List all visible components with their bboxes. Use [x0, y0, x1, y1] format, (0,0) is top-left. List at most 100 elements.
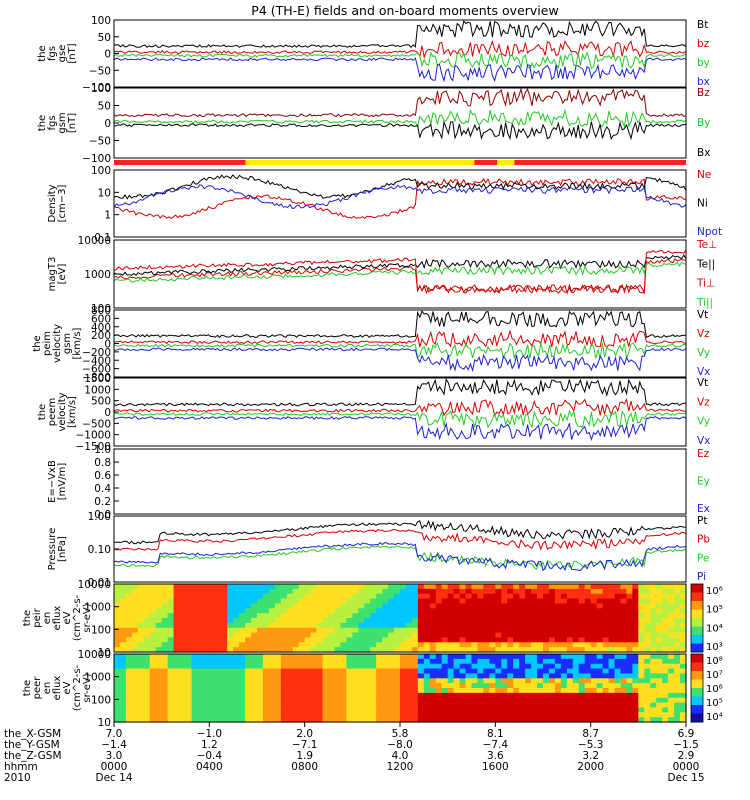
heatmap-cell	[328, 598, 336, 605]
heatmap-cell	[173, 697, 181, 704]
heatmap-cell	[257, 663, 264, 670]
heatmap-cell	[233, 678, 240, 684]
heatmap-cell	[590, 598, 598, 605]
x-tick-label: 8.1	[487, 728, 504, 740]
heatmap-cell	[447, 668, 455, 675]
heatmap-cell	[352, 654, 359, 660]
heatmap-cell	[215, 673, 222, 679]
heatmap-cell	[257, 593, 264, 600]
heatmap-cell	[334, 593, 342, 600]
heatmap-cell	[668, 627, 675, 634]
heatmap-cell	[119, 584, 127, 590]
heatmap-cell	[215, 647, 222, 653]
heatmap-cell	[286, 683, 294, 689]
heatmap-cell	[286, 658, 294, 665]
heatmap-cell	[632, 692, 639, 699]
heatmap-cell	[578, 717, 586, 723]
heatmap-cell	[179, 668, 187, 675]
heatmap-cell	[316, 637, 324, 643]
heatmap-cell	[322, 707, 330, 713]
heatmap-cell	[143, 608, 151, 614]
mode-bar-segment	[514, 160, 686, 165]
legend-entry: Vz	[697, 396, 710, 408]
heatmap-cell	[119, 618, 127, 624]
heatmap-cell	[531, 618, 538, 624]
heatmap-cell	[477, 584, 485, 590]
heatmap-cell	[513, 627, 520, 634]
heatmap-cell	[668, 613, 675, 619]
heatmap-cell	[405, 608, 413, 614]
heatmap-cell	[328, 663, 336, 670]
heatmap-cell	[137, 618, 145, 624]
heatmap-cell	[137, 712, 145, 718]
heatmap-cell	[268, 627, 276, 634]
heatmap-cell	[519, 603, 526, 609]
heatmap-cell	[471, 618, 479, 624]
series-Pb-line	[113, 528, 687, 551]
y-axis-label: [nT]	[67, 113, 78, 133]
heatmap-cell	[525, 683, 532, 689]
heatmap-cell	[149, 712, 157, 718]
heatmap-cell	[328, 593, 336, 600]
heatmap-cell	[417, 647, 425, 653]
heatmap-cell	[292, 673, 300, 679]
heatmap-cell	[519, 593, 526, 600]
heatmap-cell	[191, 613, 199, 619]
heatmap-cell	[203, 654, 210, 660]
y-axis-label: (cm^2-s-	[72, 664, 83, 711]
heatmap-cell	[548, 588, 556, 595]
heatmap-cell	[495, 627, 502, 634]
heatmap-cell	[119, 688, 127, 694]
heatmap-cell	[584, 712, 592, 718]
heatmap-cell	[227, 702, 234, 709]
heatmap-cell	[262, 618, 270, 624]
heatmap-cell	[596, 654, 604, 660]
heatmap-cell	[137, 697, 145, 704]
heatmap-cell	[477, 668, 485, 675]
heatmap-cell	[322, 613, 330, 619]
heatmap-cell	[257, 603, 264, 609]
heatmap-cell	[465, 622, 473, 629]
heatmap-cell	[447, 588, 455, 595]
heatmap-cell	[543, 712, 550, 718]
heatmap-cell	[674, 707, 681, 713]
heatmap-cell	[251, 637, 258, 643]
x-tick-label: 0800	[291, 761, 318, 773]
y-tick-label: 100	[91, 83, 111, 95]
heatmap-cell	[429, 717, 437, 723]
heatmap-cell	[233, 658, 240, 665]
heatmap-cell	[382, 603, 389, 609]
heatmap-cell	[388, 584, 395, 590]
heatmap-cell	[590, 668, 598, 675]
heatmap-cell	[370, 637, 377, 643]
legend-entry: Ni	[697, 198, 708, 210]
heatmap-cell	[554, 627, 562, 634]
heatmap-cell	[251, 622, 258, 629]
heatmap-cell	[161, 678, 169, 684]
heatmap-cell	[400, 702, 407, 709]
heatmap-cell	[554, 642, 562, 648]
heatmap-cell	[292, 627, 300, 634]
heatmap-cell	[632, 647, 639, 653]
heatmap-cell	[554, 584, 562, 590]
heatmap-cell	[197, 673, 204, 679]
heatmap-cell	[394, 702, 401, 709]
heatmap-cell	[322, 603, 330, 609]
heatmap-cell	[644, 608, 651, 614]
heatmap-cell	[340, 707, 347, 713]
heatmap-cell	[298, 637, 306, 643]
heatmap-cell	[185, 613, 193, 619]
heatmap-cell	[221, 702, 228, 709]
heatmap-cell	[131, 603, 139, 609]
heatmap-cell	[382, 683, 389, 689]
heatmap-cell	[197, 717, 204, 723]
heatmap-cell	[310, 683, 318, 689]
heatmap-cell	[203, 717, 210, 723]
heatmap-cell	[662, 622, 669, 629]
heatmap-cell	[125, 658, 133, 665]
heatmap-cell	[328, 603, 336, 609]
heatmap-cell	[370, 688, 377, 694]
heatmap-cell	[239, 642, 246, 648]
heatmap-cell	[483, 647, 490, 653]
heatmap-cell	[310, 654, 318, 660]
